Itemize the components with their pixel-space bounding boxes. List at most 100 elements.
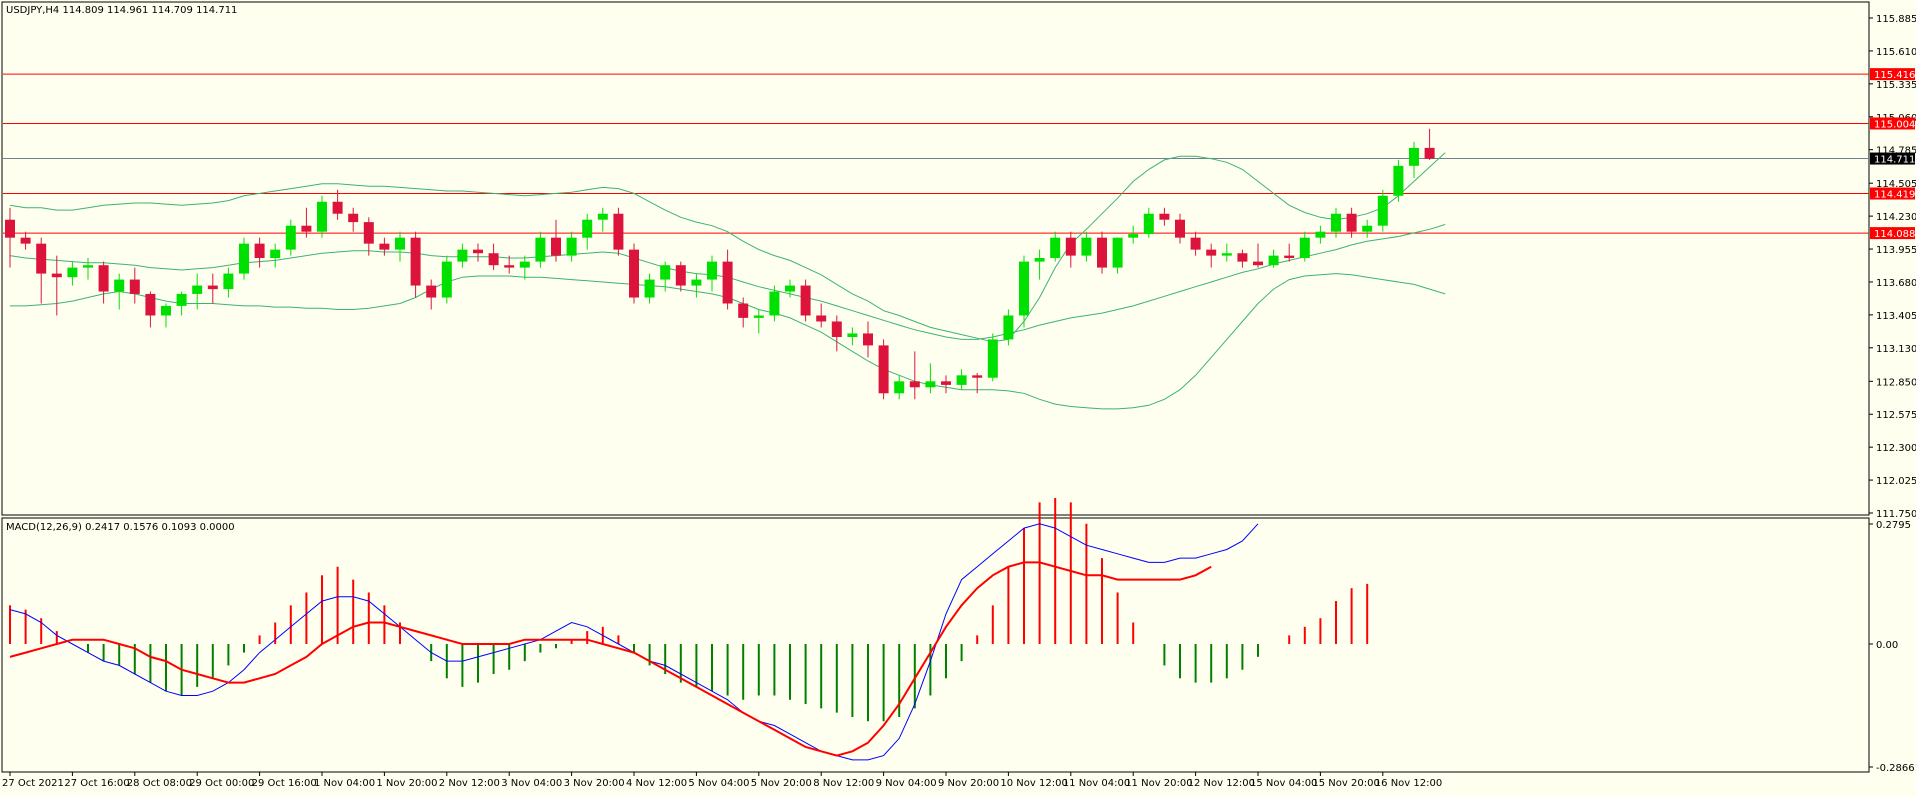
price-layer: [3, 73, 1869, 410]
candle-body: [1050, 237, 1061, 259]
candle-body: [114, 279, 125, 292]
candle-body: [582, 219, 593, 238]
time-tick-label: 29 Oct 00:00: [189, 778, 254, 789]
time-tick-label: 16 Nov 12:00: [1375, 778, 1442, 789]
candle-body: [707, 261, 717, 280]
candle-body: [519, 261, 530, 268]
candle-body: [629, 249, 639, 298]
candle-body: [363, 222, 374, 244]
candle-body: [1081, 237, 1092, 256]
time-tick-label: 3 Nov 20:00: [564, 778, 625, 789]
time-tick-label: 29 Oct 16:00: [252, 778, 317, 789]
candle-body: [473, 249, 483, 254]
time-tick-label: 15 Nov 20:00: [1312, 778, 1379, 789]
candle-body: [98, 265, 109, 292]
candle-body: [1190, 237, 1201, 250]
candle-body: [847, 333, 858, 338]
candle-body: [488, 253, 499, 266]
candle-body: [410, 237, 421, 286]
price-tick-label: 115.610: [1876, 47, 1916, 58]
candle-body: [987, 339, 998, 378]
time-tick-label: 5 Nov 20:00: [751, 778, 812, 789]
price-tick-label: 112.850: [1876, 377, 1916, 388]
candle-body: [1393, 165, 1404, 196]
time-tick-label: 9 Nov 20:00: [938, 778, 999, 789]
candle-body: [254, 243, 265, 259]
time-tick-label: 15 Nov 04:00: [1250, 778, 1317, 789]
candle-body: [691, 279, 702, 286]
candle-body: [1346, 213, 1357, 232]
candle-body: [878, 345, 889, 394]
candle-body: [270, 249, 281, 259]
candle-body: [1253, 261, 1263, 266]
candle-body: [348, 213, 359, 223]
price-tick-label: 114.230: [1876, 212, 1916, 223]
level-price-label: 115.004: [1874, 119, 1915, 130]
candle-body: [239, 243, 249, 274]
macd-tick-label: -0.2866: [1876, 763, 1915, 774]
candle-body: [722, 261, 733, 304]
candle-body: [613, 213, 624, 250]
time-tick-label: 11 Nov 20:00: [1125, 778, 1192, 789]
candle-body: [894, 381, 905, 394]
candle-body: [51, 273, 62, 278]
macd-layer: [9, 498, 1369, 761]
candle-body: [1112, 237, 1123, 268]
time-tick-label: 4 Nov 12:00: [626, 778, 687, 789]
bollinger-upper-band: [9, 152, 1446, 343]
candle-body: [863, 333, 873, 346]
level-price-label: 114.088: [1874, 229, 1915, 240]
price-header: USDJPY,H4 114.809 114.961 114.709 114.71…: [6, 5, 237, 16]
candle-body: [1019, 261, 1029, 316]
candle-body: [332, 201, 343, 214]
time-tick-label: 11 Nov 04:00: [1063, 778, 1130, 789]
macd-tick-label: 0.2795: [1876, 520, 1911, 531]
candle-body: [1424, 147, 1435, 159]
candle-body: [1175, 219, 1185, 238]
candle-body: [285, 225, 296, 250]
time-tick-label: 8 Nov 12:00: [813, 778, 874, 789]
candle-body: [551, 237, 561, 256]
candle-body: [956, 375, 967, 385]
candle-body: [1003, 315, 1014, 340]
price-tick-label: 113.680: [1876, 278, 1916, 289]
price-tick-label: 112.025: [1876, 476, 1916, 487]
level-price-label: 114.419: [1874, 189, 1915, 200]
candle-body: [1377, 195, 1388, 226]
candle-body: [535, 237, 546, 262]
candle-body: [67, 267, 78, 278]
time-tick-label: 9 Nov 04:00: [876, 778, 937, 789]
candle-body: [457, 249, 468, 262]
candle-body: [1237, 253, 1248, 262]
time-tick-label: 1 Nov 04:00: [314, 778, 375, 789]
time-tick-label: 2 Nov 12:00: [439, 778, 500, 789]
candle-body: [379, 243, 390, 250]
price-tick-label: 113.130: [1876, 344, 1916, 355]
price-tick-label: 115.335: [1876, 80, 1916, 91]
candle-body: [504, 265, 515, 268]
candle-body: [301, 225, 312, 232]
candle-body: [176, 293, 187, 306]
candle-body: [426, 285, 437, 298]
signal-line: [9, 561, 1212, 757]
price-tick-label: 115.885: [1876, 14, 1916, 25]
candle-body: [941, 381, 951, 385]
candle-body: [20, 237, 31, 244]
price-tick-label: 114.505: [1876, 179, 1916, 190]
candle-body: [129, 279, 140, 294]
price-tick-label: 114.785: [1876, 146, 1916, 157]
level-price-label: 115.416: [1874, 70, 1915, 81]
price-panel-frame: [1, 1, 1870, 516]
price-tick-label: 113.405: [1876, 311, 1916, 322]
candle-body: [1299, 237, 1310, 259]
candle-body: [800, 285, 811, 316]
candle-body: [192, 285, 203, 294]
candle-body: [1128, 234, 1139, 238]
candle-body: [1159, 213, 1170, 220]
candle-body: [83, 265, 93, 268]
price-tick-label: 111.750: [1876, 509, 1916, 520]
current-price-tag: [1870, 152, 1915, 165]
candle-body: [753, 315, 764, 318]
candle-body: [1143, 213, 1154, 235]
